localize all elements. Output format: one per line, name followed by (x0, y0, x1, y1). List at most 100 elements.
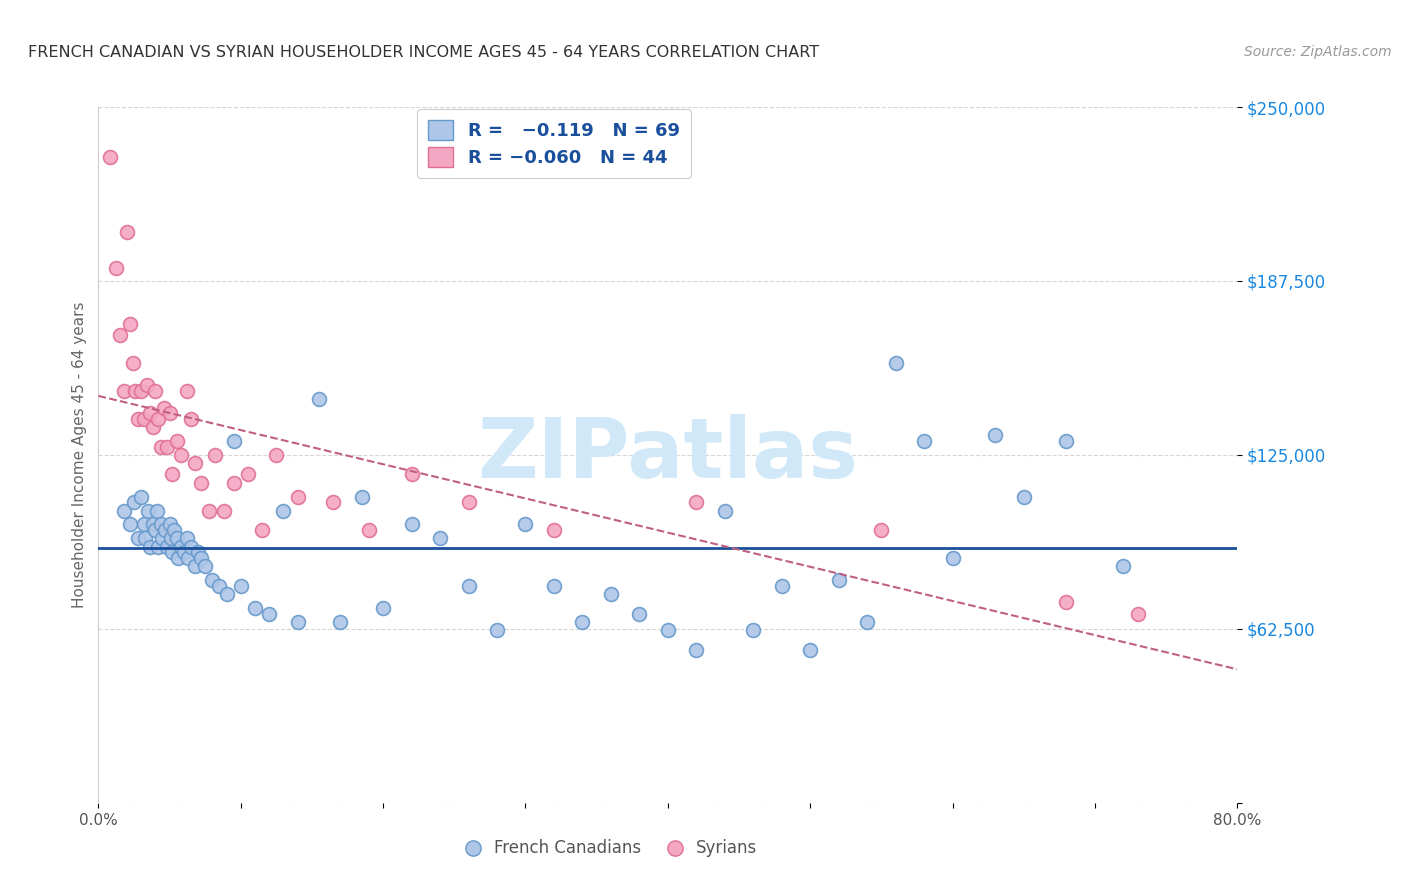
Point (190, 550, 212, 565)
Point (132, 411, 155, 425)
Point (287, 490, 309, 504)
Point (138, 406, 160, 420)
Point (429, 532, 451, 546)
Point (134, 532, 156, 546)
Point (146, 503, 169, 517)
Point (118, 317, 141, 331)
Y-axis label: Householder Income Ages 45 - 64 years: Householder Income Ages 45 - 64 years (72, 301, 87, 608)
Point (250, 523, 273, 537)
Point (184, 559, 207, 574)
Point (150, 517, 173, 532)
Point (167, 550, 190, 565)
Point (176, 384, 198, 398)
Point (273, 503, 295, 517)
Point (770, 579, 793, 593)
Point (163, 523, 186, 537)
Point (1056, 434, 1078, 448)
Point (329, 615, 352, 629)
Point (159, 406, 181, 420)
Point (155, 523, 177, 537)
Point (236, 467, 259, 482)
Point (104, 261, 127, 276)
Point (229, 579, 252, 593)
Point (1126, 607, 1149, 621)
Point (401, 467, 423, 482)
Point (127, 532, 149, 546)
Point (129, 384, 152, 398)
Text: ZIPatlas: ZIPatlas (478, 415, 858, 495)
Point (124, 384, 146, 398)
Point (486, 624, 509, 638)
Point (173, 545, 195, 559)
Point (132, 517, 155, 532)
Point (543, 523, 565, 537)
Point (138, 540, 160, 554)
Point (180, 540, 202, 554)
Point (350, 490, 373, 504)
Point (308, 392, 330, 407)
Point (1112, 559, 1135, 574)
Point (600, 587, 623, 601)
Point (148, 411, 170, 425)
Point (170, 448, 193, 462)
Point (141, 420, 163, 434)
Point (322, 495, 344, 509)
Point (145, 384, 167, 398)
Point (212, 503, 235, 517)
Point (799, 642, 821, 657)
Point (156, 440, 179, 454)
Point (457, 579, 479, 593)
Point (884, 356, 907, 370)
Point (515, 517, 537, 532)
Point (243, 601, 266, 615)
Point (148, 540, 170, 554)
Point (190, 475, 212, 490)
Point (127, 411, 149, 425)
Point (1056, 595, 1078, 609)
Point (373, 601, 395, 615)
Point (162, 545, 184, 559)
Point (122, 495, 145, 509)
Point (912, 434, 935, 448)
Point (657, 624, 679, 638)
Point (156, 540, 179, 554)
Point (112, 503, 135, 517)
Point (984, 428, 1007, 442)
Point (115, 225, 138, 239)
Point (145, 523, 167, 537)
Point (198, 503, 221, 517)
Point (153, 401, 176, 415)
Point (742, 624, 765, 638)
Point (942, 550, 965, 565)
Point (259, 607, 281, 621)
Point (628, 607, 651, 621)
Point (98, 150, 121, 164)
Point (685, 642, 707, 657)
Point (150, 440, 173, 454)
Point (287, 615, 309, 629)
Point (201, 573, 224, 587)
Point (166, 434, 188, 448)
Point (685, 495, 707, 509)
Point (357, 523, 380, 537)
Point (266, 448, 288, 462)
Point (159, 517, 181, 532)
Point (160, 532, 183, 546)
Point (222, 475, 245, 490)
Point (204, 448, 226, 462)
Point (401, 517, 423, 532)
Point (135, 378, 157, 392)
Point (129, 490, 152, 504)
Point (571, 615, 593, 629)
Point (543, 579, 565, 593)
Point (108, 328, 131, 343)
Point (194, 559, 217, 574)
Point (187, 545, 209, 559)
Point (215, 587, 238, 601)
Point (222, 434, 245, 448)
Point (176, 532, 198, 546)
Point (457, 495, 479, 509)
Point (208, 579, 231, 593)
Point (184, 456, 207, 470)
Point (180, 411, 202, 425)
